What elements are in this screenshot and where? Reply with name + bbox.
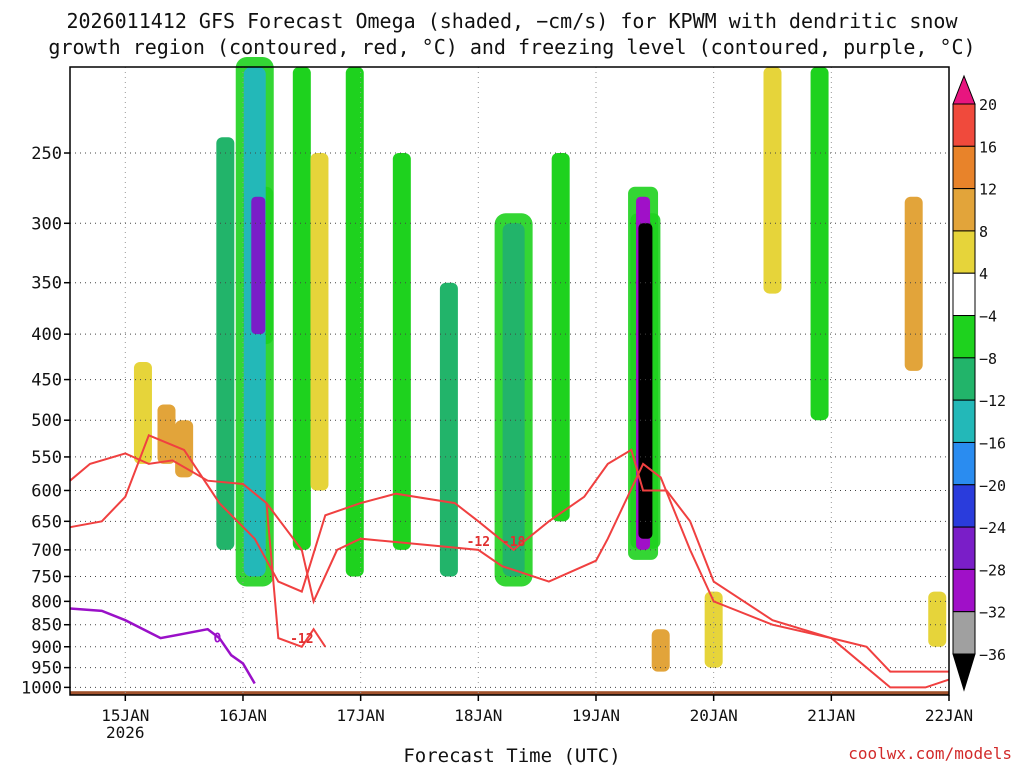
colorbar-bin-13 xyxy=(952,611,976,655)
y-tick-label-2: 350 xyxy=(31,274,62,294)
y-tick-label-15: 1000 xyxy=(21,678,62,698)
omega-cell-8 xyxy=(345,67,364,577)
y-tick-label-11: 800 xyxy=(31,592,62,612)
contour-label-1: -18 xyxy=(502,535,526,550)
contour-label-2: -12 xyxy=(290,632,313,647)
colorbar-label-13: −36 xyxy=(979,646,1006,664)
colorbar-label-3: 8 xyxy=(979,223,988,241)
omega-cell-15 xyxy=(651,629,670,672)
colorbar-label-9: −20 xyxy=(979,477,1006,495)
y-tick-label-9: 700 xyxy=(31,541,62,561)
colorbar-label-7: −12 xyxy=(979,392,1006,410)
x-axis-title: Forecast Time (UTC) xyxy=(403,745,621,767)
colorbar-bin-8 xyxy=(952,399,976,443)
credit-text: coolwx.com/models xyxy=(848,744,1012,763)
colorbar-label-0: 20 xyxy=(979,96,997,114)
x-tick-label-0: 15JAN xyxy=(101,706,149,725)
omega-cell-1 xyxy=(157,404,176,464)
y-tick-label-7: 600 xyxy=(31,481,62,501)
y-tick-label-1: 300 xyxy=(31,214,62,234)
terrain-fill xyxy=(70,691,949,695)
colorbar-label-4: 4 xyxy=(979,265,988,283)
colorbar-bin-5 xyxy=(952,272,976,317)
chart-title-line1: 2026011412 GFS Forecast Omega (shaded, −… xyxy=(66,9,958,33)
colorbar-label-12: −32 xyxy=(979,604,1006,622)
omega-cell-14 xyxy=(638,223,653,539)
colorbar-bin-12 xyxy=(952,568,976,613)
colorbar-label-10: −24 xyxy=(979,519,1006,537)
x-year-label: 2026 xyxy=(106,723,145,742)
omega-cell-3 xyxy=(216,137,235,550)
temperature-contours: -12 -18 -12 0 xyxy=(69,433,950,689)
x-tick-label-4: 19JAN xyxy=(572,706,620,725)
y-tick-label-12: 850 xyxy=(31,616,62,636)
omega-cell-11 xyxy=(502,223,525,577)
colorbar-bin-2 xyxy=(952,145,976,190)
x-axis: 15JAN 16JAN 17JAN 18JAN 19JAN 20JAN 21JAN 22JAN… xyxy=(101,695,973,742)
contour-line-1 xyxy=(69,433,949,673)
omega-cell-7 xyxy=(310,153,329,491)
chart-title-line2: growth region (contoured, red, °C) and f… xyxy=(48,35,976,59)
freezing-level-line xyxy=(69,607,256,685)
omega-cell-6 xyxy=(292,67,311,550)
colorbar-bin-7 xyxy=(952,357,976,401)
colorbar-label-8: −16 xyxy=(979,434,1006,452)
contour-line-2 xyxy=(265,503,327,649)
colorbar-bin-10 xyxy=(952,484,976,528)
y-axis: 2503003504004505005506006507007508008509… xyxy=(21,144,70,698)
contour-line-0 xyxy=(69,452,950,689)
y-tick-label-5: 500 xyxy=(31,411,62,431)
y-tick-label-14: 950 xyxy=(31,659,62,679)
omega-cell-19 xyxy=(904,196,923,371)
colorbar-label-11: −28 xyxy=(979,561,1006,579)
plot-border xyxy=(69,66,950,696)
omega-cell-2 xyxy=(175,420,194,478)
x-tick-label-1: 16JAN xyxy=(219,706,267,725)
omega-cell-12 xyxy=(551,153,570,522)
omega-shading xyxy=(133,57,947,672)
y-tick-label-4: 450 xyxy=(31,371,62,391)
colorbar-bin-4 xyxy=(952,230,976,274)
colorbar-label-2: 12 xyxy=(979,181,997,199)
y-tick-label-3: 400 xyxy=(31,325,62,345)
y-tick-label-0: 250 xyxy=(31,144,62,164)
y-tick-label-10: 750 xyxy=(31,567,62,587)
colorbar-bin-1 xyxy=(952,103,976,147)
colorbar-bin-6 xyxy=(952,315,976,359)
x-tick-label-7: 22JAN xyxy=(925,706,973,725)
y-tick-label-6: 550 xyxy=(31,448,62,468)
contour-label-0: -12 xyxy=(467,535,490,550)
plot-frame xyxy=(69,66,950,696)
omega-cell-9 xyxy=(392,153,411,550)
colorbar: 20 16 12 8 4 −4 −8 −12 −16 −20 −24 −28 −32 −36 xyxy=(952,74,1006,692)
colorbar-bin-9 xyxy=(952,441,976,486)
omega-cell-17 xyxy=(763,67,782,294)
omega-cell-10 xyxy=(439,282,458,577)
terrain-band xyxy=(70,691,949,695)
colorbar-label-1: 16 xyxy=(979,138,997,156)
colorbar-bin-11 xyxy=(952,526,976,570)
x-tick-label-2: 17JAN xyxy=(337,706,385,725)
x-tick-label-6: 21JAN xyxy=(807,706,855,725)
y-tick-label-8: 650 xyxy=(31,512,62,532)
omega-cell-16 xyxy=(704,591,723,668)
omega-cell-20 xyxy=(928,591,947,647)
colorbar-label-6: −8 xyxy=(979,350,997,368)
x-tick-label-5: 20JAN xyxy=(690,706,738,725)
colorbar-label-5: −4 xyxy=(979,308,997,326)
freezing-level-label: 0 xyxy=(214,631,222,646)
x-tick-label-3: 18JAN xyxy=(454,706,502,725)
omega-cell-5 xyxy=(251,196,266,335)
colorbar-bottom-arrow xyxy=(952,653,976,692)
colorbar-bin-3 xyxy=(952,188,976,232)
y-tick-label-13: 900 xyxy=(31,638,62,658)
colorbar-top-arrow xyxy=(952,74,976,105)
omega-cell-18 xyxy=(810,67,829,421)
